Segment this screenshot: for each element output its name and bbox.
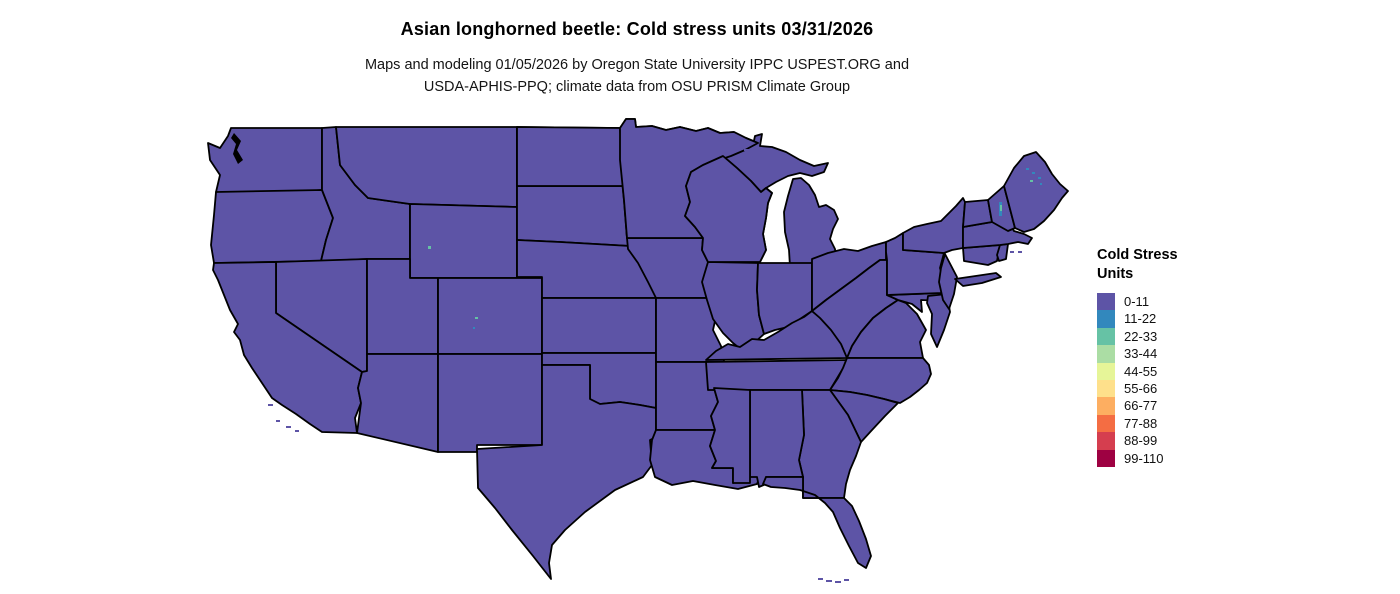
legend-bin-row: 0-11 (1097, 293, 1247, 311)
state-new-york (902, 197, 966, 254)
legend-bins: 0-11 11-22 22-33 33-44 44-55 55-66 66-77 77-88 8… (1097, 293, 1247, 467)
state-wyoming (409, 203, 518, 279)
state-mississippi (709, 387, 751, 484)
legend-swatch (1097, 397, 1115, 415)
state-colorado (437, 277, 543, 355)
state-maine (1003, 151, 1069, 233)
state-oregon (210, 189, 334, 264)
page-title: Asian longhorned beetle: Cold stress uni… (400, 19, 874, 39)
small-cold-pockets (428, 168, 1042, 329)
legend-bin-row: 66-77 (1097, 397, 1247, 415)
legend-bin-label: 55-66 (1124, 380, 1158, 396)
offshore-islands (268, 145, 1022, 583)
state-vermont (962, 199, 993, 228)
legend-swatch (1097, 449, 1115, 467)
states-layer (207, 118, 1069, 580)
state-kansas (541, 297, 657, 354)
legend-title-line-1: Cold Stress (1097, 247, 1178, 263)
legend-title: Cold Stress Units (1097, 246, 1247, 284)
legend-bin-label: 88-99 (1124, 433, 1158, 449)
legend-swatch (1097, 310, 1115, 328)
legend-swatch (1097, 362, 1115, 380)
long-island (954, 272, 1002, 287)
legend-swatch (1097, 327, 1115, 346)
legend-bin-label: 77-88 (1124, 415, 1158, 431)
legend-swatch (1097, 345, 1115, 363)
legend-swatch (1097, 293, 1115, 311)
subtitle-line-1: Maps and modeling 01/05/2026 by Oregon S… (364, 57, 910, 73)
legend-bin-label: 33-44 (1124, 346, 1158, 362)
state-rhode-island (996, 243, 1009, 262)
legend-bin-label: 44-55 (1124, 363, 1158, 379)
legend-swatch (1097, 414, 1115, 433)
header: Asian longhorned beetle: Cold stress uni… (0, 19, 1274, 40)
legend-swatch (1097, 379, 1115, 398)
puget-sound-detail (231, 133, 243, 164)
state-texas (476, 364, 657, 580)
legend-bin-row: 33-44 (1097, 345, 1247, 363)
legend: Cold Stress Units 0-11 11-22 22-33 33-44 44-… (1097, 246, 1247, 467)
state-arizona (356, 353, 439, 453)
legend-bin-row: 77-88 (1097, 414, 1247, 433)
legend-bin-row: 44-55 (1097, 362, 1247, 380)
subtitle-line-2: USDA-APHIS-PPQ; climate data from OSU PR… (423, 79, 851, 95)
legend-bin-label: 22-33 (1124, 328, 1158, 344)
legend-bin-row: 88-99 (1097, 432, 1247, 450)
legend-bin-row: 22-33 (1097, 327, 1247, 346)
subtitle: Maps and modeling 01/05/2026 by Oregon S… (0, 54, 1274, 98)
legend-swatch (1097, 432, 1115, 450)
state-alabama (749, 389, 805, 488)
legend-bin-label: 11-22 (1124, 311, 1157, 327)
legend-bin-row: 99-110 (1097, 449, 1247, 467)
legend-bin-row: 11-22 (1097, 310, 1247, 328)
state-new-mexico (437, 353, 543, 453)
state-south-dakota (516, 185, 631, 247)
legend-bin-row: 55-66 (1097, 379, 1247, 398)
state-florida (762, 476, 872, 569)
state-washington (207, 127, 323, 197)
legend-bin-label: 99-110 (1124, 450, 1164, 466)
legend-bin-label: 66-77 (1124, 398, 1158, 414)
legend-title-line-2: Units (1097, 266, 1134, 282)
state-tennessee (705, 359, 849, 391)
state-north-carolina (829, 357, 932, 404)
legend-bin-label: 0-11 (1124, 294, 1150, 309)
